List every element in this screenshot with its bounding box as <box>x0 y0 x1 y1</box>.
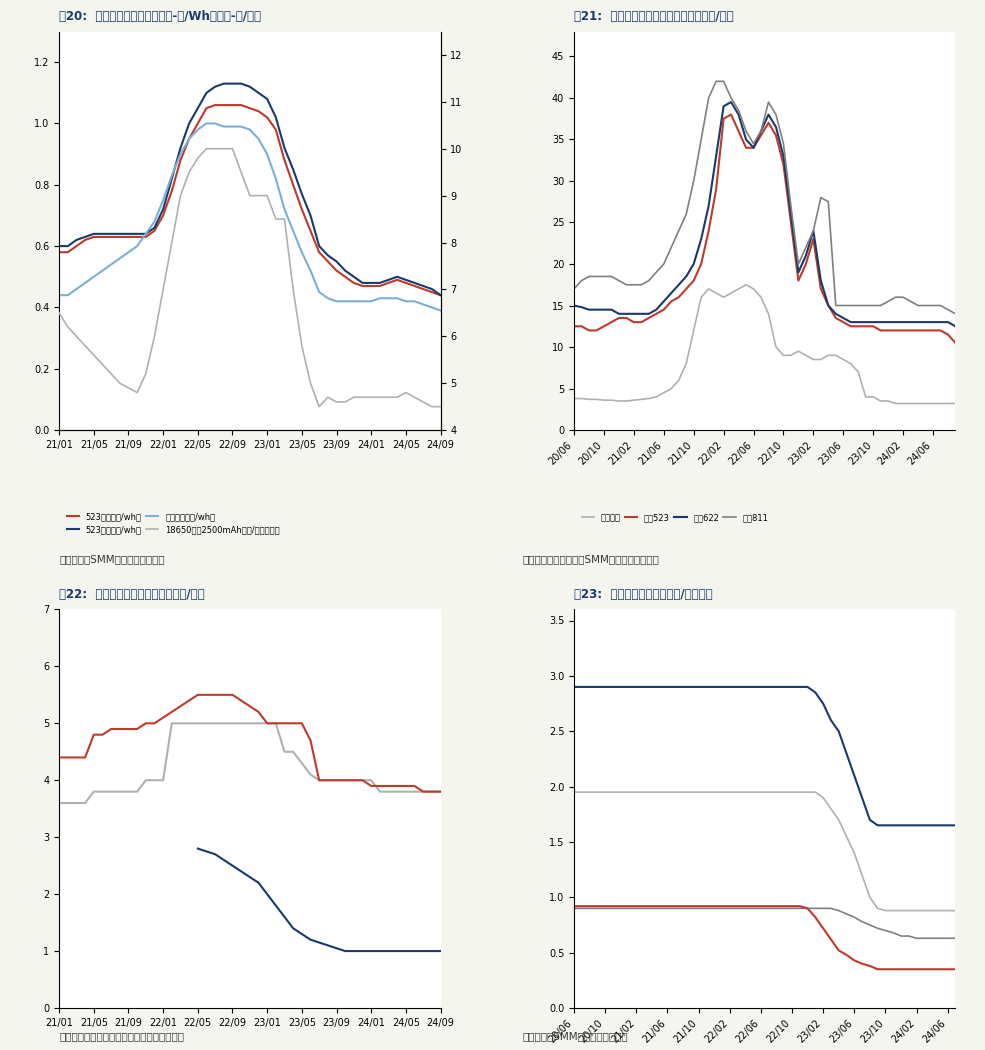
Text: 图22:  电池负极材料价格走势（万元/吨）: 图22: 电池负极材料价格走势（万元/吨） <box>59 588 205 602</box>
Text: 图21:  部分电池正极材料价格走势（万元/吨）: 图21: 部分电池正极材料价格走势（万元/吨） <box>574 10 734 23</box>
Text: 数据来源：鑫椤资讯、SMM，东吴证券研究所: 数据来源：鑫椤资讯、SMM，东吴证券研究所 <box>522 553 659 564</box>
Text: 数据来源：SMM，东吴证券研究所: 数据来源：SMM，东吴证券研究所 <box>59 553 164 564</box>
Text: 数据来源：SMM，东吴证券研究所: 数据来源：SMM，东吴证券研究所 <box>522 1031 627 1042</box>
Text: 图23:  部分隔膜价格走势（元/平方米）: 图23: 部分隔膜价格走势（元/平方米） <box>574 588 713 602</box>
Legend: 523方形（元/wh）, 523软包（元/wh）, 方形铁锂（元/wh）, 18650圆柱2500mAh（元/支，右轴）: 523方形（元/wh）, 523软包（元/wh）, 方形铁锂（元/wh）, 18… <box>63 508 283 538</box>
Text: 图20:  部分电芯价格走势（左轴-元/Wh、右轴-元/支）: 图20: 部分电芯价格走势（左轴-元/Wh、右轴-元/支） <box>59 10 261 23</box>
Text: 数据来源：鑫椤资讯、百川，东吴证券研究所: 数据来源：鑫椤资讯、百川，东吴证券研究所 <box>59 1031 184 1042</box>
Legend: 磷酸锂铁, 三元523, 三元622, 三元811: 磷酸锂铁, 三元523, 三元622, 三元811 <box>578 510 771 526</box>
